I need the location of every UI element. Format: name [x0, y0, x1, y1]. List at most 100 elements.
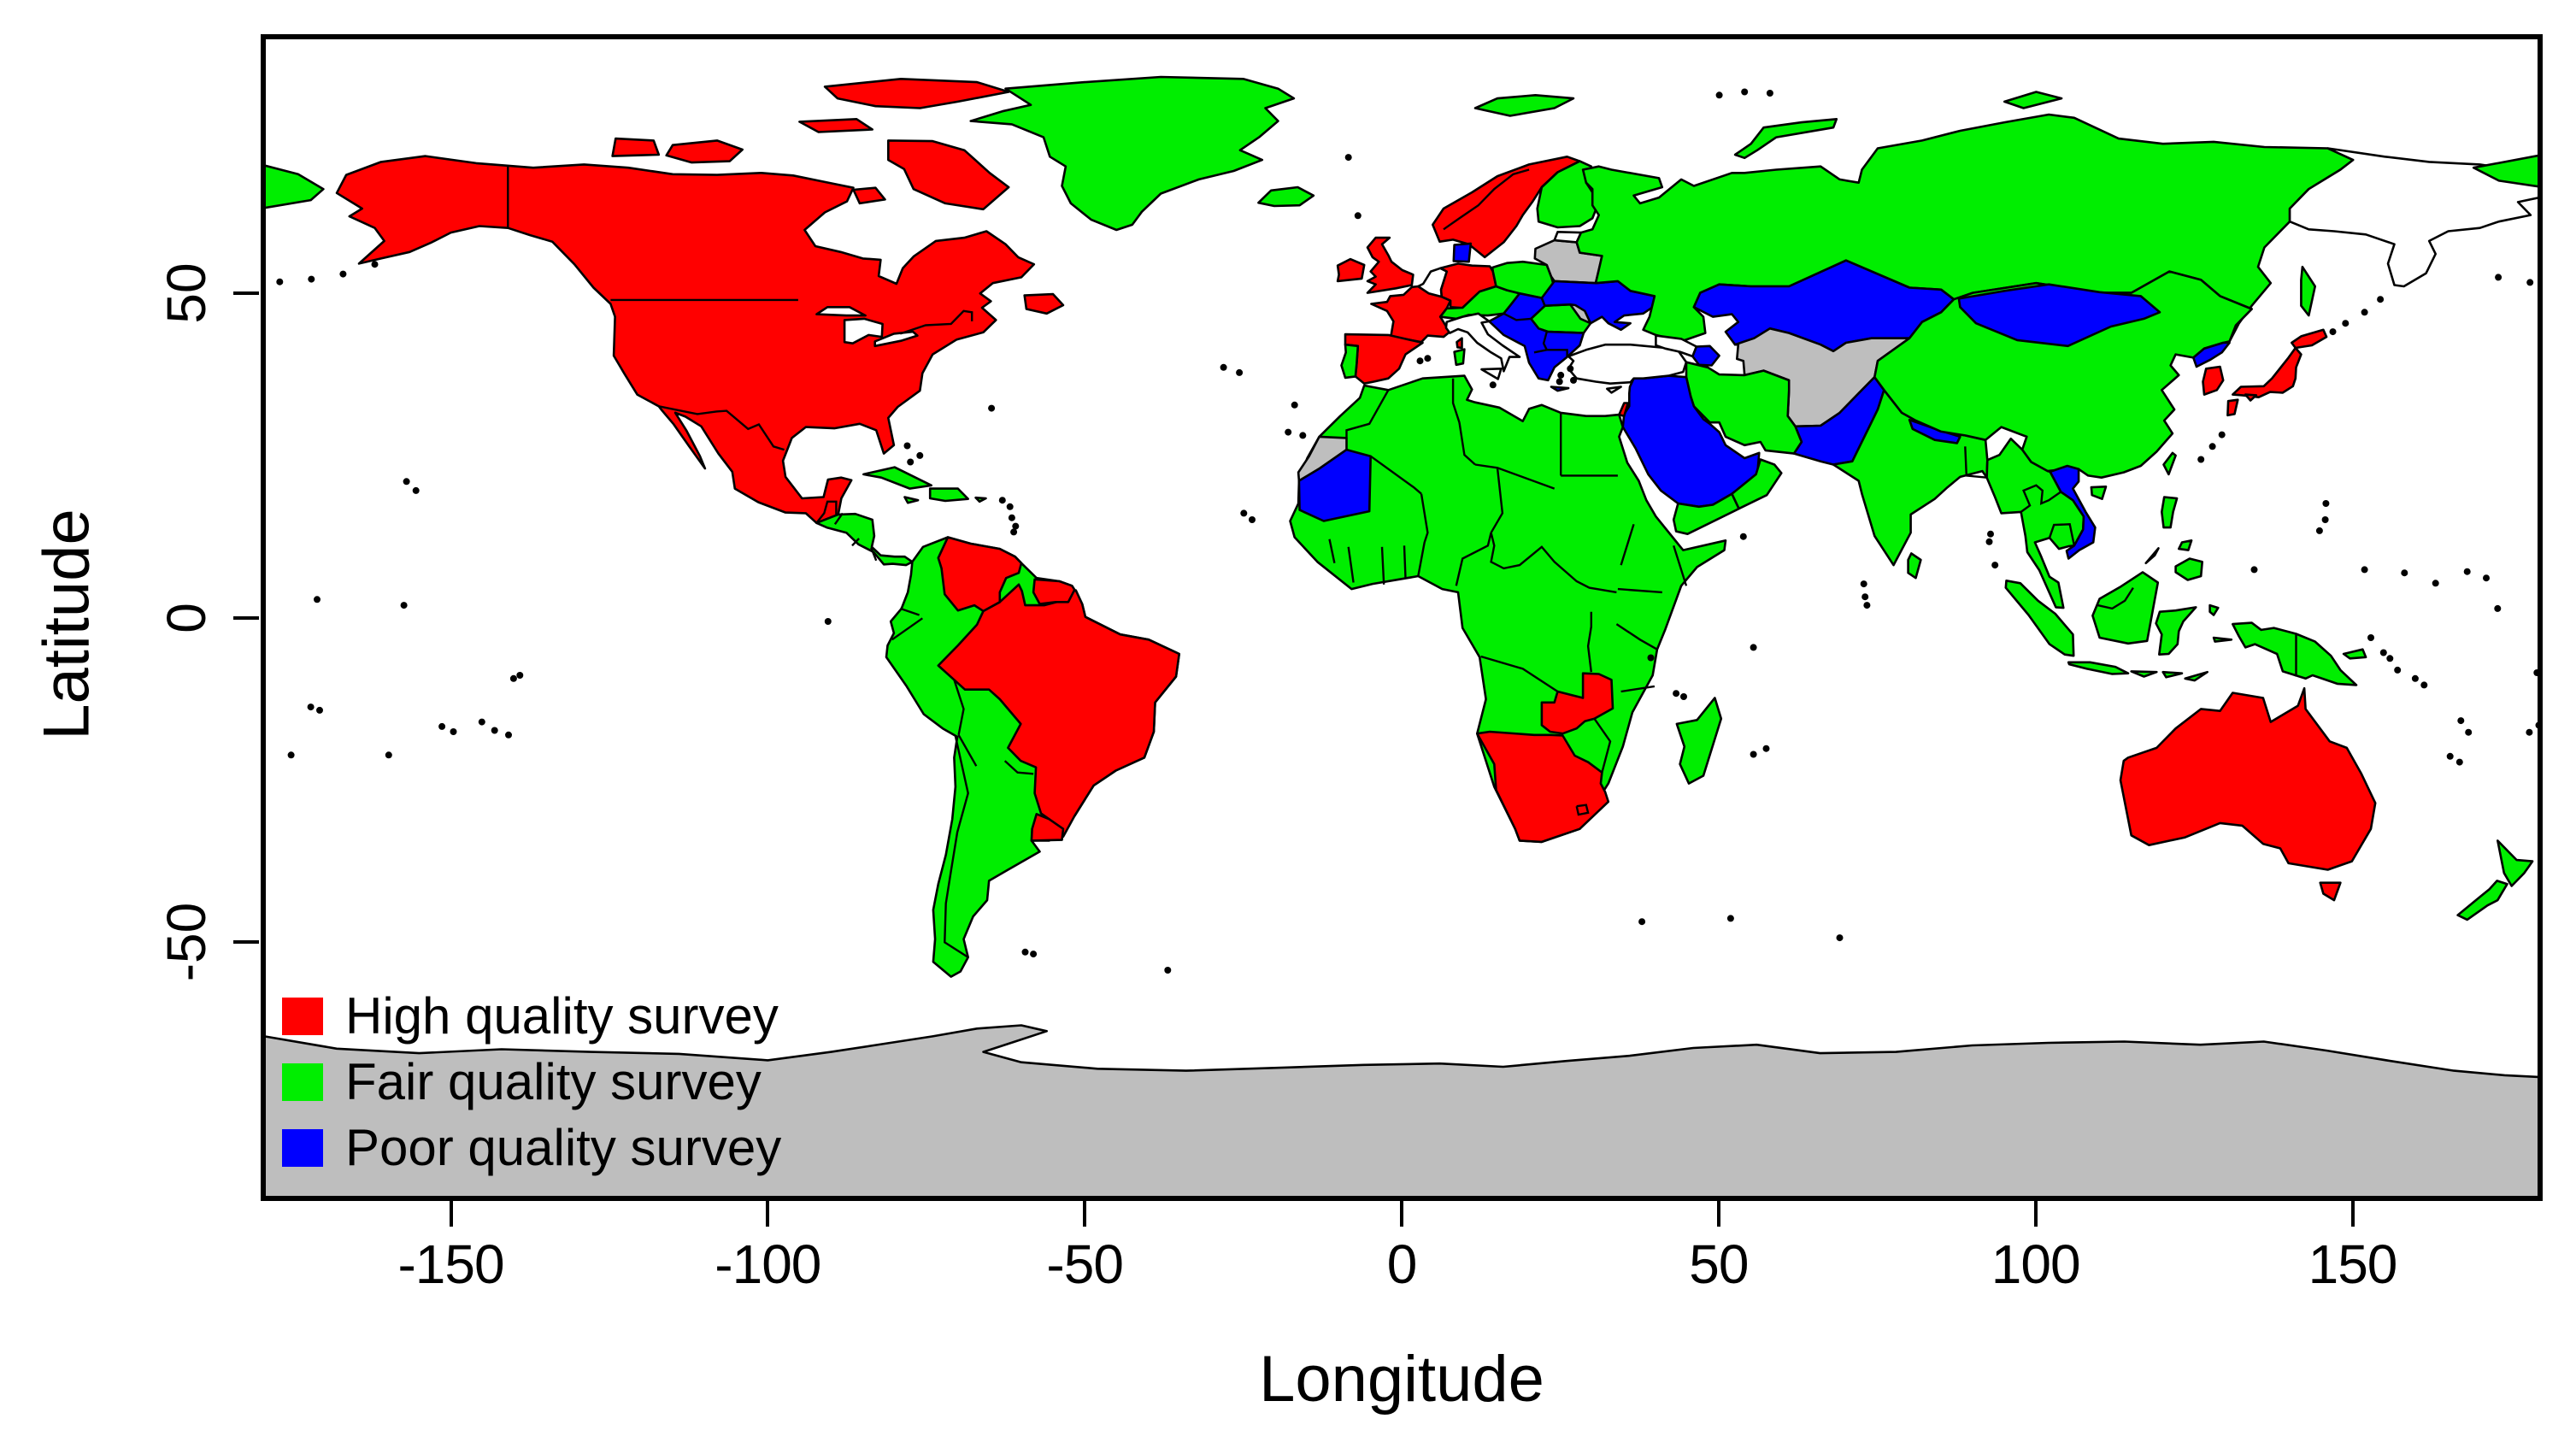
region-moldova: [1569, 303, 1592, 325]
region-palawan: [2144, 547, 2160, 565]
region-lake-erie-ontario: [873, 330, 919, 348]
region-sakhalin: [2300, 265, 2316, 317]
border-line: [870, 547, 878, 562]
small-island-dot: [1987, 530, 1994, 538]
region-mongolia: [1957, 283, 2161, 348]
small-island-dot: [2208, 443, 2216, 450]
axis-title-longitude: Longitude: [1259, 1343, 1544, 1416]
region-brazil: [937, 583, 1180, 839]
y-axis-tick: [233, 615, 259, 620]
region-sicily: [1480, 368, 1503, 380]
small-island-dot: [2329, 328, 2337, 336]
region-seram: [2212, 636, 2233, 643]
border-line: [899, 607, 920, 616]
small-island-dot: [998, 497, 1006, 504]
small-island-dot: [1291, 401, 1298, 409]
region-puerto-rico: [974, 496, 987, 503]
legend-swatch-fair: [282, 1063, 323, 1101]
small-island-dot: [1647, 654, 1655, 662]
small-island-dot: [1861, 593, 1869, 601]
region-uruguay: [1030, 813, 1065, 842]
region-denmark: [1452, 242, 1473, 263]
region-victoria-island: [665, 139, 744, 164]
border-line: [1593, 718, 1612, 774]
small-island-dot: [2250, 566, 2258, 574]
border-line: [1503, 312, 1532, 321]
small-island-dot: [1006, 503, 1014, 510]
border-line: [953, 679, 965, 736]
small-island-dot: [1030, 951, 1038, 958]
region-tasmania: [2319, 881, 2342, 902]
small-island-dot: [1860, 580, 1867, 588]
region-turkey: [1567, 343, 1688, 385]
small-island-dot: [400, 602, 408, 609]
region-svalbard: [1473, 94, 1575, 117]
border-line: [833, 512, 844, 525]
region-italy: [1444, 312, 1521, 373]
small-island-dot: [916, 451, 924, 459]
region-honshu: [2232, 346, 2303, 398]
region-north-america: [335, 155, 1036, 525]
small-island-dot: [1416, 357, 1424, 365]
border-line: [1451, 378, 1461, 423]
region-israel: [1618, 402, 1630, 417]
world-map-plot-area: [261, 34, 2543, 1201]
border-line: [944, 736, 969, 958]
region-taiwan: [2162, 451, 2177, 476]
small-island-dot: [2218, 431, 2226, 439]
region-sardinia: [1453, 348, 1466, 367]
small-island-dot: [308, 275, 315, 283]
region-venezuela: [937, 536, 1023, 613]
small-island-dot: [1836, 934, 1844, 942]
small-island-dot: [1750, 751, 1757, 758]
legend-swatch-high: [282, 997, 323, 1035]
small-island-dot: [2401, 569, 2408, 577]
y-axis-tick: [233, 939, 259, 944]
border-line: [851, 538, 860, 547]
legend: High quality survey Fair quality survey Po…: [282, 983, 781, 1180]
small-island-dot: [2367, 634, 2374, 641]
region-newfoundland: [1023, 292, 1065, 315]
region-chukotka-east: [2472, 153, 2543, 189]
region-hispaniola: [928, 487, 969, 503]
small-island-dot: [1344, 154, 1352, 162]
border-line: [1615, 623, 1658, 650]
legend-label-high: High quality survey: [345, 987, 779, 1045]
small-island-dot: [1673, 690, 1680, 698]
region-southampton-island: [852, 186, 886, 205]
border-line: [1417, 493, 1429, 577]
small-island-dot: [2420, 681, 2428, 689]
small-island-dot: [1715, 91, 1723, 99]
legend-item-poor: Poor quality survey: [282, 1115, 781, 1180]
small-island-dot: [314, 596, 321, 603]
region-chukotka-west-wrap: [261, 163, 325, 210]
small-island-dot: [478, 718, 485, 726]
region-halmahera: [2208, 603, 2220, 616]
region-shikoku: [2244, 393, 2258, 402]
small-island-dot: [1741, 88, 1749, 96]
small-island-dot: [988, 404, 996, 412]
border-line: [1345, 389, 1390, 439]
legend-item-high: High quality survey: [282, 983, 781, 1049]
legend-label-poor: Poor quality survey: [345, 1119, 782, 1176]
region-mindanao: [2174, 557, 2203, 581]
small-island-dot: [1285, 428, 1292, 436]
x-axis-tick: [2033, 1201, 2038, 1227]
x-axis-tick: [2350, 1201, 2355, 1227]
region-flores: [2161, 670, 2184, 679]
small-island-dot: [438, 722, 446, 730]
small-island-dot: [2411, 674, 2419, 682]
border-line: [2020, 484, 2061, 513]
border-line: [658, 405, 785, 451]
small-island-dot: [1680, 693, 1687, 700]
small-island-dot: [2494, 604, 2502, 612]
small-island-dot: [316, 706, 323, 714]
small-island-dot: [1240, 509, 1248, 517]
region-banks-island: [611, 137, 661, 157]
region-novaya-zemlya: [1733, 118, 1838, 160]
small-island-dot: [371, 261, 379, 268]
legend-swatch-poor: [282, 1128, 323, 1167]
small-island-dot: [1489, 381, 1497, 389]
small-island-dot: [1164, 967, 1172, 974]
region-greenland: [969, 75, 1296, 232]
